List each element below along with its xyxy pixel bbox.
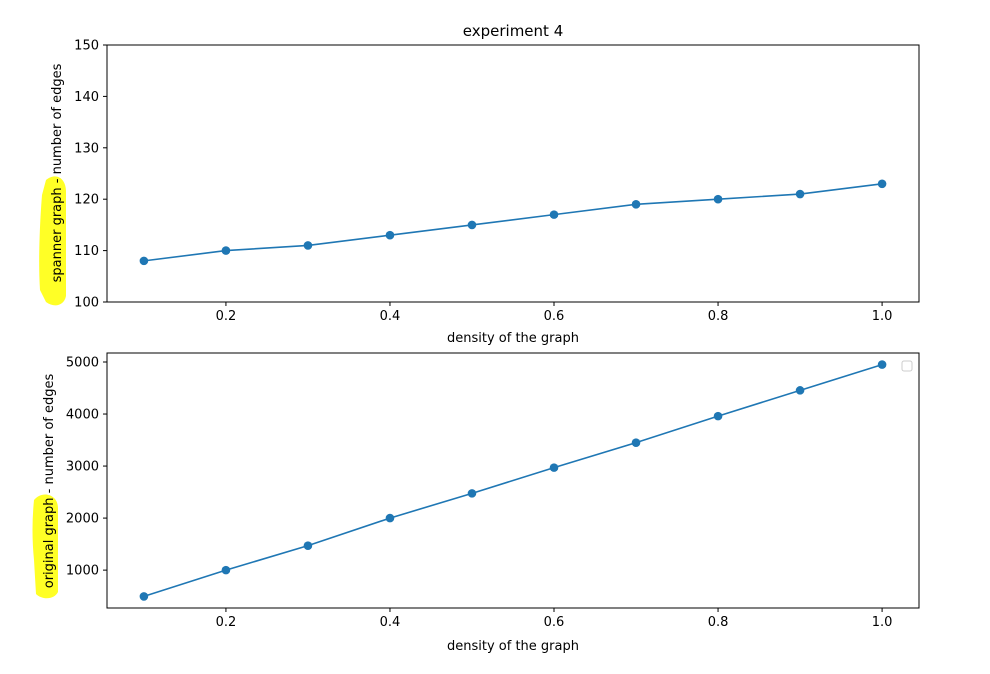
y-tick-label-bottom: 2000 [66,512,99,527]
data-point-bottom [467,489,477,498]
x-tick-label-top: 0.4 [380,309,401,324]
y-tick-label-top: 100 [74,296,99,311]
highlight-mark-bottom [32,494,58,599]
data-point-bottom [795,386,805,395]
x-tick-label-top: 0.6 [544,309,565,324]
x-tick-label-bottom: 1.0 [872,615,893,630]
data-point-bottom [549,463,559,472]
data-point-top [139,256,149,266]
highlight-marks [32,176,66,599]
data-point-bottom [139,592,149,601]
subplot-top: experiment 4 0.2 0.4 0.6 0.8 1.0 100 110 120 130… [50,22,920,346]
y-tick-label-top: 120 [74,193,99,208]
y-tick-label-top: 130 [74,141,99,156]
legend-empty-box [901,360,913,372]
series-line-top [143,182,883,262]
x-axis-label-top: density of the graph [447,331,579,346]
data-point-top [713,194,723,204]
y-tick-label-top: 110 [74,244,99,259]
y-tick-label-bottom: 5000 [66,356,99,371]
plot-frame-bottom [106,352,920,609]
series-line-bottom [143,363,883,598]
x-tick-label-top: 1.0 [872,309,893,324]
highlight-mark-top [39,176,66,306]
data-point-bottom [303,541,313,550]
data-point-top [221,246,231,255]
data-point-top [795,189,805,199]
data-point-bottom [385,513,395,523]
y-tick-label-bottom: 3000 [66,460,99,475]
x-tick-label-bottom: 0.2 [216,615,237,630]
data-point-top [877,179,887,189]
y-tick-label-bottom: 4000 [66,408,99,423]
data-point-bottom [631,438,641,447]
x-tick-label-bottom: 0.4 [380,615,401,630]
data-point-bottom [877,360,887,369]
series-top [139,179,887,266]
chart-title: experiment 4 [463,22,563,40]
x-tick-label-bottom: 0.6 [544,615,565,630]
series-bottom [139,360,887,601]
ticks-bottom: 0.2 0.4 0.6 0.8 1.0 1000 2000 3000 4000 5000 [66,356,893,630]
y-tick-label-bottom: 1000 [66,564,99,579]
data-point-bottom [221,565,231,575]
data-point-top [385,230,395,240]
y-axis-label-bottom: original graph - number of edges [42,374,57,589]
data-point-top [467,220,477,230]
data-point-top [549,210,559,219]
x-tick-label-top: 0.2 [216,309,237,324]
x-tick-label-top: 0.8 [708,309,729,324]
plot-frame-top [106,44,920,303]
data-point-top [631,200,641,209]
ticks-top: 0.2 0.4 0.6 0.8 1.0 100 110 120 130 140 150 [74,39,892,325]
data-point-bottom [713,411,723,421]
x-tick-label-bottom: 0.8 [708,615,729,630]
y-tick-label-top: 150 [74,39,99,54]
x-axis-label-bottom: density of the graph [447,639,579,654]
y-axis-label-top: spanner graph - number of edges [50,63,65,282]
y-tick-label-top: 140 [74,90,99,105]
data-point-top [303,241,313,250]
subplot-bottom: 0.2 0.4 0.6 0.8 1.0 1000 2000 3000 4000 5000 dens… [42,352,920,654]
